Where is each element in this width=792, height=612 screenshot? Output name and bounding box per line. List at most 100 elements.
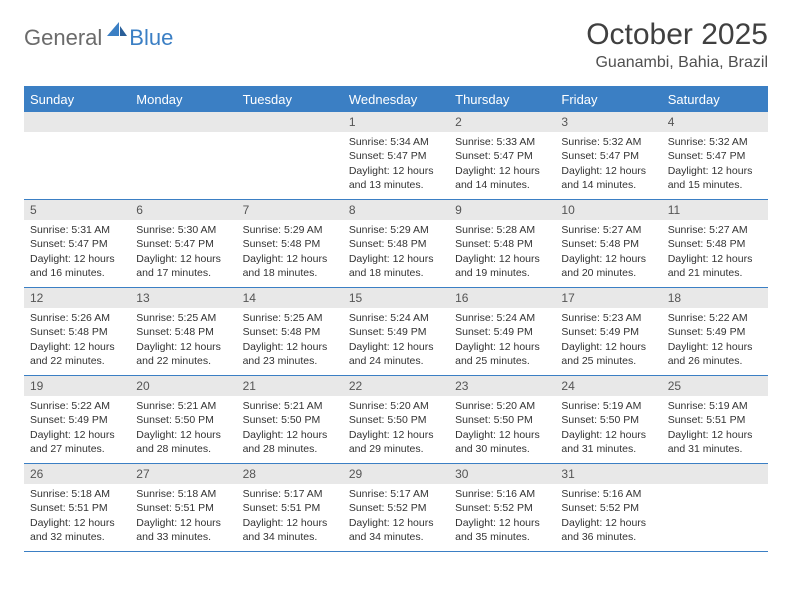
day-number: 23 [449, 376, 555, 396]
sunset-line: Sunset: 5:50 PM [455, 413, 549, 427]
day-details: Sunrise: 5:27 AMSunset: 5:48 PMDaylight:… [555, 220, 661, 284]
daylight-line: Daylight: 12 hours and 18 minutes. [349, 252, 443, 280]
sunset-line: Sunset: 5:50 PM [561, 413, 655, 427]
day-number: 16 [449, 288, 555, 308]
calendar-cell: 12Sunrise: 5:26 AMSunset: 5:48 PMDayligh… [24, 288, 130, 376]
day-number: 5 [24, 200, 130, 220]
sunset-line: Sunset: 5:48 PM [30, 325, 124, 339]
day-number: 29 [343, 464, 449, 484]
daylight-line: Daylight: 12 hours and 25 minutes. [455, 340, 549, 368]
sunrise-line: Sunrise: 5:25 AM [243, 311, 337, 325]
sunrise-line: Sunrise: 5:21 AM [136, 399, 230, 413]
sunset-line: Sunset: 5:52 PM [561, 501, 655, 515]
daylight-line: Daylight: 12 hours and 18 minutes. [243, 252, 337, 280]
calendar-cell: 8Sunrise: 5:29 AMSunset: 5:48 PMDaylight… [343, 200, 449, 288]
calendar-cell: 21Sunrise: 5:21 AMSunset: 5:50 PMDayligh… [237, 376, 343, 464]
weekday-header: Monday [130, 87, 236, 112]
day-number: 4 [662, 112, 768, 132]
sunrise-line: Sunrise: 5:20 AM [349, 399, 443, 413]
daylight-line: Daylight: 12 hours and 21 minutes. [668, 252, 762, 280]
day-number: 20 [130, 376, 236, 396]
sunset-line: Sunset: 5:47 PM [455, 149, 549, 163]
daylight-line: Daylight: 12 hours and 24 minutes. [349, 340, 443, 368]
day-details: Sunrise: 5:17 AMSunset: 5:52 PMDaylight:… [343, 484, 449, 548]
sunrise-line: Sunrise: 5:20 AM [455, 399, 549, 413]
empty-day [24, 112, 130, 132]
sunset-line: Sunset: 5:51 PM [30, 501, 124, 515]
sunset-line: Sunset: 5:48 PM [136, 325, 230, 339]
calendar-week-row: 19Sunrise: 5:22 AMSunset: 5:49 PMDayligh… [24, 376, 768, 464]
daylight-line: Daylight: 12 hours and 32 minutes. [30, 516, 124, 544]
sunset-line: Sunset: 5:49 PM [668, 325, 762, 339]
daylight-line: Daylight: 12 hours and 29 minutes. [349, 428, 443, 456]
sunrise-line: Sunrise: 5:27 AM [668, 223, 762, 237]
sunrise-line: Sunrise: 5:24 AM [349, 311, 443, 325]
daylight-line: Daylight: 12 hours and 27 minutes. [30, 428, 124, 456]
day-details: Sunrise: 5:18 AMSunset: 5:51 PMDaylight:… [24, 484, 130, 548]
daylight-line: Daylight: 12 hours and 23 minutes. [243, 340, 337, 368]
calendar-cell: 20Sunrise: 5:21 AMSunset: 5:50 PMDayligh… [130, 376, 236, 464]
day-details: Sunrise: 5:31 AMSunset: 5:47 PMDaylight:… [24, 220, 130, 284]
day-details: Sunrise: 5:20 AMSunset: 5:50 PMDaylight:… [343, 396, 449, 460]
day-number: 15 [343, 288, 449, 308]
empty-day [662, 464, 768, 484]
daylight-line: Daylight: 12 hours and 25 minutes. [561, 340, 655, 368]
day-details: Sunrise: 5:24 AMSunset: 5:49 PMDaylight:… [343, 308, 449, 372]
daylight-line: Daylight: 12 hours and 13 minutes. [349, 164, 443, 192]
day-details: Sunrise: 5:28 AMSunset: 5:48 PMDaylight:… [449, 220, 555, 284]
brand-part1: General [24, 25, 102, 51]
calendar-cell [130, 112, 236, 200]
sunset-line: Sunset: 5:48 PM [243, 325, 337, 339]
sunset-line: Sunset: 5:48 PM [561, 237, 655, 251]
day-details: Sunrise: 5:16 AMSunset: 5:52 PMDaylight:… [449, 484, 555, 548]
sunrise-line: Sunrise: 5:24 AM [455, 311, 549, 325]
calendar-cell [237, 112, 343, 200]
day-details: Sunrise: 5:32 AMSunset: 5:47 PMDaylight:… [662, 132, 768, 196]
daylight-line: Daylight: 12 hours and 31 minutes. [561, 428, 655, 456]
sunrise-line: Sunrise: 5:25 AM [136, 311, 230, 325]
weekday-header: Friday [555, 87, 661, 112]
day-number: 8 [343, 200, 449, 220]
calendar-body: 1Sunrise: 5:34 AMSunset: 5:47 PMDaylight… [24, 112, 768, 552]
sunrise-line: Sunrise: 5:32 AM [668, 135, 762, 149]
calendar-cell: 3Sunrise: 5:32 AMSunset: 5:47 PMDaylight… [555, 112, 661, 200]
day-number: 7 [237, 200, 343, 220]
sunrise-line: Sunrise: 5:28 AM [455, 223, 549, 237]
daylight-line: Daylight: 12 hours and 15 minutes. [668, 164, 762, 192]
calendar-week-row: 5Sunrise: 5:31 AMSunset: 5:47 PMDaylight… [24, 200, 768, 288]
brand-sail-icon [107, 22, 127, 43]
sunset-line: Sunset: 5:48 PM [243, 237, 337, 251]
sunset-line: Sunset: 5:47 PM [30, 237, 124, 251]
daylight-line: Daylight: 12 hours and 16 minutes. [30, 252, 124, 280]
calendar-week-row: 12Sunrise: 5:26 AMSunset: 5:48 PMDayligh… [24, 288, 768, 376]
location-text: Guanambi, Bahia, Brazil [586, 54, 768, 72]
day-number: 6 [130, 200, 236, 220]
calendar-cell: 11Sunrise: 5:27 AMSunset: 5:48 PMDayligh… [662, 200, 768, 288]
daylight-line: Daylight: 12 hours and 22 minutes. [30, 340, 124, 368]
day-number: 27 [130, 464, 236, 484]
brand-part2: Blue [129, 25, 173, 51]
calendar-week-row: 1Sunrise: 5:34 AMSunset: 5:47 PMDaylight… [24, 112, 768, 200]
sunset-line: Sunset: 5:51 PM [136, 501, 230, 515]
sunset-line: Sunset: 5:47 PM [561, 149, 655, 163]
calendar-cell: 19Sunrise: 5:22 AMSunset: 5:49 PMDayligh… [24, 376, 130, 464]
sunrise-line: Sunrise: 5:26 AM [30, 311, 124, 325]
daylight-line: Daylight: 12 hours and 31 minutes. [668, 428, 762, 456]
sunset-line: Sunset: 5:52 PM [455, 501, 549, 515]
sunset-line: Sunset: 5:49 PM [30, 413, 124, 427]
day-number: 22 [343, 376, 449, 396]
calendar-cell: 15Sunrise: 5:24 AMSunset: 5:49 PMDayligh… [343, 288, 449, 376]
calendar-cell: 24Sunrise: 5:19 AMSunset: 5:50 PMDayligh… [555, 376, 661, 464]
calendar-cell: 14 Sunrise: 5:25 AMSunset: 5:48 PMDayligh… [237, 288, 343, 376]
day-details: Sunrise: 5:29 AMSunset: 5:48 PMDaylight:… [237, 220, 343, 284]
calendar-cell: 25Sunrise: 5:19 AMSunset: 5:51 PMDayligh… [662, 376, 768, 464]
day-details: Sunrise: 5:19 AMSunset: 5:50 PMDaylight:… [555, 396, 661, 460]
title-block: October 2025 Guanambi, Bahia, Brazil [586, 18, 768, 72]
sunrise-line: Sunrise: 5:30 AM [136, 223, 230, 237]
day-number: 30 [449, 464, 555, 484]
daylight-line: Daylight: 12 hours and 34 minutes. [349, 516, 443, 544]
sunrise-line: Sunrise: 5:22 AM [668, 311, 762, 325]
sunset-line: Sunset: 5:49 PM [561, 325, 655, 339]
calendar-cell: 4Sunrise: 5:32 AMSunset: 5:47 PMDaylight… [662, 112, 768, 200]
day-number: 14 [237, 288, 343, 308]
